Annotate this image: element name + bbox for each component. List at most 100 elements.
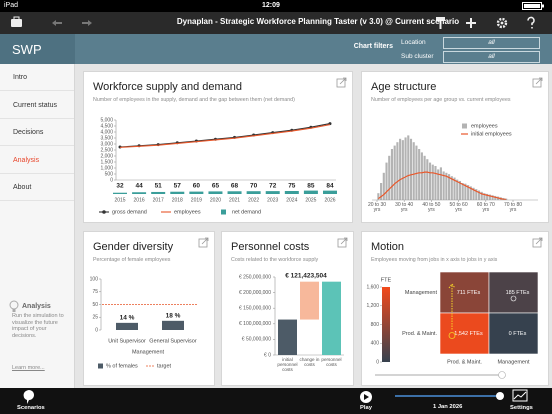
colorbar-tick-label: 400 (371, 341, 380, 347)
chart-subtitle: Costs related to the workforce supply (231, 257, 319, 263)
colorbar-tick-label: 1,600 (366, 284, 379, 290)
legend-label: target (157, 363, 172, 369)
x-tick-label: 2026 (324, 197, 335, 203)
net-demand-bar (208, 191, 223, 194)
legend-marker (102, 210, 106, 214)
expand-button[interactable] (336, 77, 347, 88)
histogram-bar (461, 183, 464, 200)
settings-chart-icon[interactable] (512, 389, 528, 402)
histogram-bar (486, 193, 489, 200)
nav-item[interactable]: Analysis (0, 147, 74, 174)
expand-frame (336, 78, 346, 88)
histogram-bar (437, 169, 440, 200)
legend-label: employees (174, 209, 201, 215)
net-demand-label: 32 (116, 183, 124, 190)
x-tick-label: initial personnel costs (277, 357, 298, 372)
y-tick-label: € 150,000,000 (239, 306, 271, 312)
chart-panel: FTE 0 400 800 1,200 1,600 Management 711 FTEs 18… (362, 232, 548, 385)
chart-subtitle: Employees moving from jobs in x axis to … (371, 257, 498, 263)
colorbar-tick-label: 1,200 (366, 303, 379, 309)
current-date: 1 Jan 2026 (433, 404, 463, 410)
expand-arrow (201, 237, 209, 245)
bar (116, 322, 138, 330)
expand-arrow (535, 237, 543, 245)
motion-arrow (448, 283, 456, 330)
expand-button[interactable] (532, 237, 543, 248)
nav-item[interactable]: Intro (0, 64, 74, 91)
filter-value[interactable]: all (443, 51, 540, 63)
x-tick-label: 60 to 70 yrs (476, 202, 495, 214)
motion-slider-knob[interactable] (498, 371, 506, 379)
net-demand-bar (151, 191, 166, 194)
x-tick-label: change in costs (299, 357, 320, 367)
net-demand-label: 68 (231, 183, 239, 190)
net-demand-bar (265, 191, 280, 194)
histogram-bar (483, 193, 486, 200)
heatmap-cell (439, 312, 490, 355)
histogram-bar (404, 137, 407, 200)
histogram-bar (396, 142, 399, 200)
learn-more-link[interactable]: Learn more... (12, 365, 45, 371)
help-icon[interactable] (527, 16, 535, 29)
row-label: Prod. & Maint. (402, 331, 437, 337)
legend-label: net demand (232, 209, 261, 215)
net-demand-label: 57 (174, 183, 182, 190)
expand-frame (532, 78, 542, 88)
net-demand-label: 44 (135, 183, 143, 190)
y-tick-label: 5,000 (100, 117, 113, 123)
y-tick-label: € 50,000,000 (242, 337, 271, 343)
histogram-bar (458, 180, 462, 200)
expand-frame (198, 238, 208, 248)
x-tick-label: 2019 (191, 197, 202, 203)
expand-button[interactable] (198, 237, 209, 248)
nav-item[interactable]: About (0, 174, 74, 201)
x-axis-label: Management (132, 349, 165, 355)
x-tick-label: 2022 (248, 197, 259, 203)
histogram-bar (382, 172, 385, 200)
expand-button[interactable] (337, 237, 348, 248)
status-bar: iPad 12:09 (0, 0, 552, 12)
bar-value-label: 14 % (120, 315, 135, 322)
x-tick-label: 40 to 50 yrs (422, 202, 441, 214)
settings-label[interactable]: Settings (510, 405, 533, 411)
filter-value[interactable]: all (443, 37, 540, 49)
undo-icon[interactable] (52, 20, 62, 26)
chart: 05001,0001,5002,0002,5003,0003,5004,0004… (99, 77, 347, 215)
net-demand-bar (227, 191, 242, 194)
scenarios-icon[interactable] (23, 390, 34, 404)
expand-arrow (340, 237, 348, 245)
x-tick-label: 2020 (210, 197, 221, 203)
expand-button[interactable] (532, 77, 543, 88)
add-icon[interactable] (466, 18, 476, 28)
histogram-bar (475, 189, 478, 200)
cell-label: 0 FTEs (509, 331, 527, 337)
row-label: Management (405, 290, 438, 296)
legend-swatch (221, 209, 226, 215)
cell-label: 185 FTEs (506, 290, 530, 296)
play-button[interactable] (360, 391, 372, 403)
histogram-bar (456, 179, 459, 200)
settings-icon[interactable] (496, 17, 508, 29)
paint-icon[interactable] (436, 17, 445, 29)
histogram-bar (469, 186, 472, 200)
histogram-bar (380, 183, 383, 200)
histogram-bar (385, 162, 388, 200)
histogram-bar (450, 176, 453, 200)
column-label: Prod. & Maint. (447, 359, 482, 365)
redo-icon[interactable] (82, 20, 92, 26)
cell-label: 711 FTEs (457, 290, 481, 296)
play-label[interactable]: Play (360, 405, 372, 411)
histogram-bar (377, 193, 380, 200)
chart-title: Motion (371, 241, 405, 253)
case-icon[interactable] (11, 16, 22, 27)
scenarios-label[interactable]: Scenarios (17, 405, 45, 411)
nav-item[interactable]: Decisions (0, 119, 74, 146)
chart: employees initial employees (372, 77, 543, 202)
histogram-bar (388, 155, 391, 200)
sidebar: SWP Intro Current status Decisions Analysis… (0, 34, 75, 388)
nav-item[interactable]: Current status (0, 92, 74, 119)
chart: 0 25 50 75 100 14 % Unit Supervisor 18 % General… (90, 237, 209, 369)
time-slider-knob[interactable] (496, 392, 504, 400)
y-tick-label: 0 (95, 327, 98, 333)
histogram-bar (491, 195, 494, 200)
